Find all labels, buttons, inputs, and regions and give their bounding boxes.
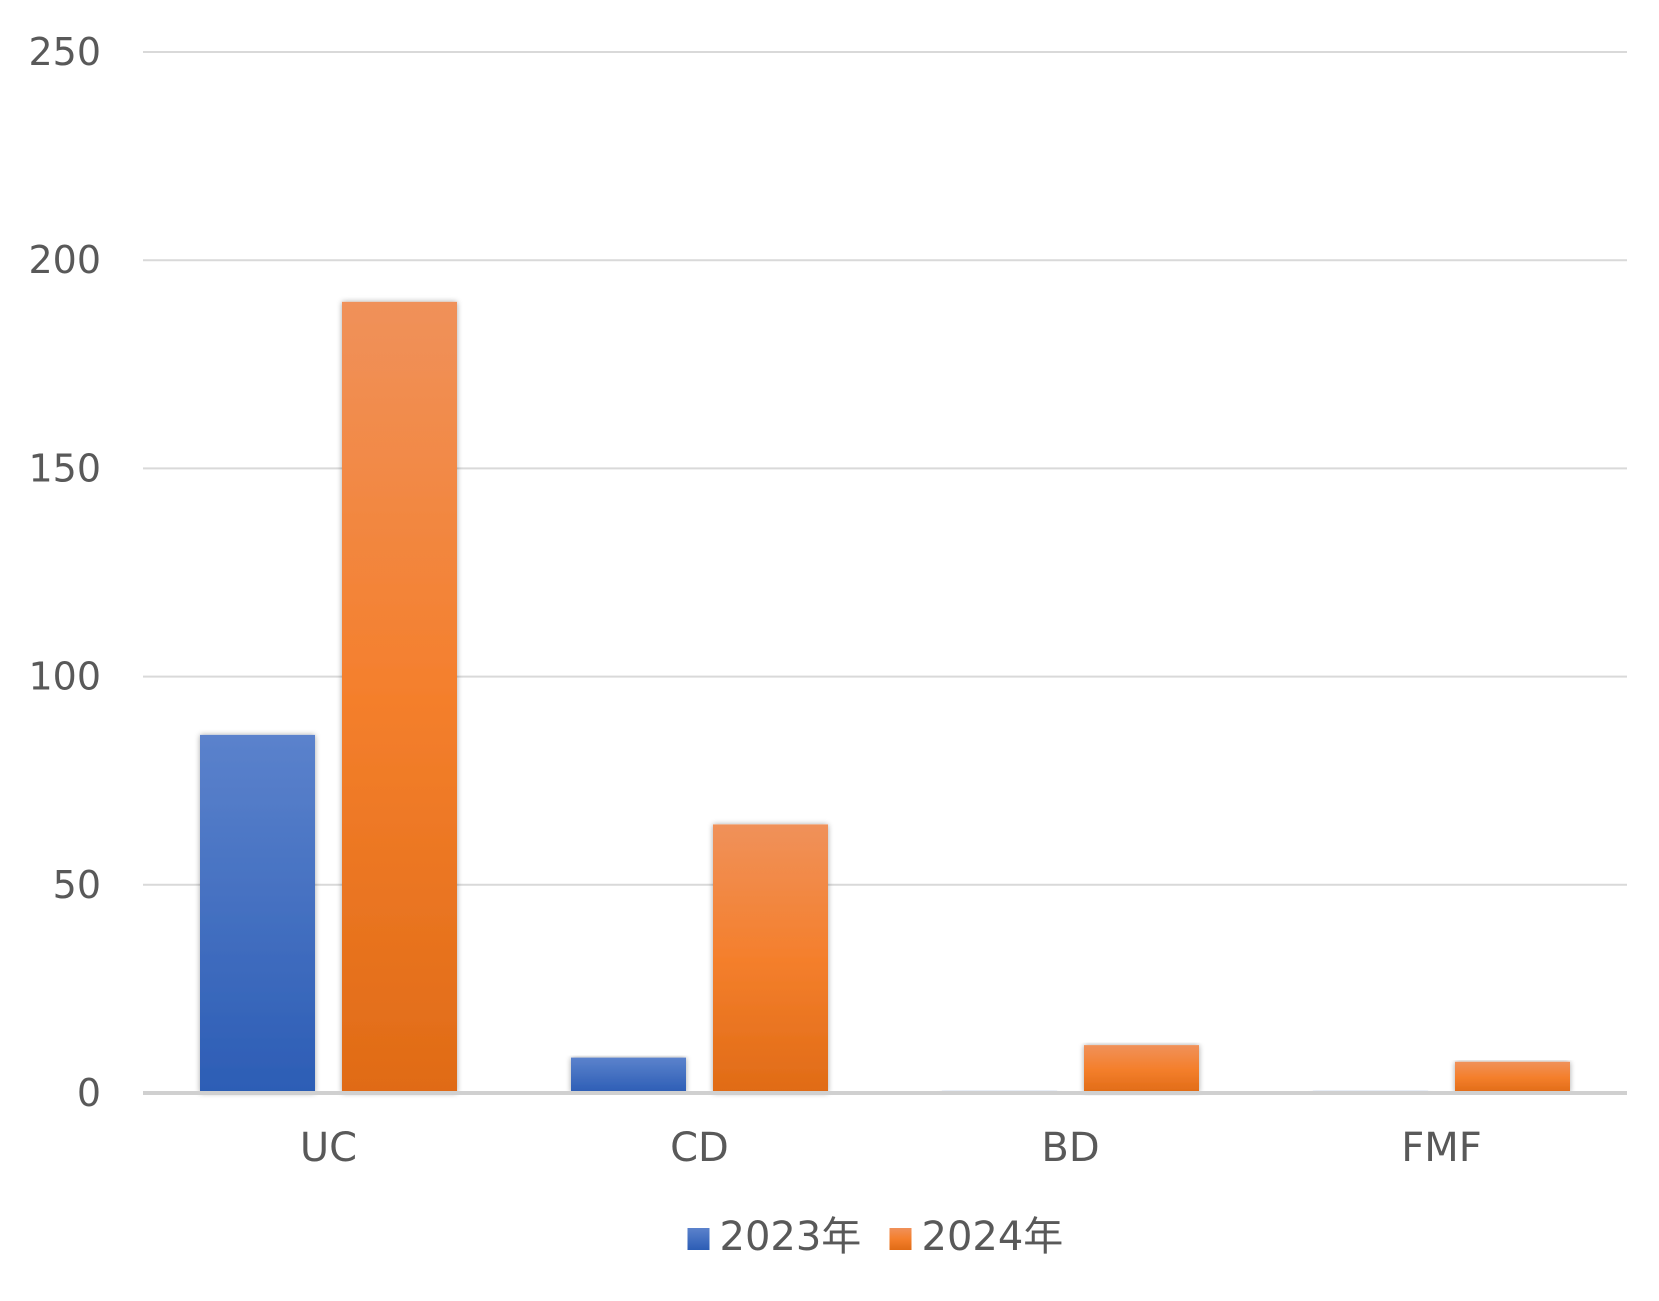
- bar-cd-series-1: [713, 824, 828, 1093]
- y-tick-label-100: 100: [28, 655, 101, 699]
- bar-uc-series-0: [200, 734, 315, 1093]
- legend-swatch-1: [889, 1228, 912, 1250]
- bar-bd-series-1: [1084, 1045, 1199, 1093]
- x-axis-ticks: UC CD BD FMF: [300, 1125, 1482, 1171]
- x-tick-label-fmf: FMF: [1401, 1125, 1482, 1171]
- bars: [200, 301, 1570, 1094]
- y-tick-label-0: 0: [77, 1071, 101, 1115]
- legend-item-0: 2023年: [687, 1214, 862, 1260]
- legend-item-1: 2024年: [889, 1214, 1064, 1260]
- x-tick-label-cd: CD: [670, 1125, 729, 1171]
- y-axis-ticks: 0 50 100 150 200 250: [28, 30, 101, 1115]
- bar-cd-series-0: [571, 1057, 686, 1093]
- legend-label-0: 2023年: [720, 1214, 862, 1260]
- x-tick-label-uc: UC: [300, 1125, 357, 1171]
- legend-swatch-0: [687, 1228, 710, 1250]
- y-tick-label-50: 50: [53, 863, 101, 907]
- y-tick-label-250: 250: [28, 30, 101, 74]
- legend: 2023年 2024年: [687, 1214, 1064, 1260]
- bar-uc-series-1: [342, 301, 457, 1094]
- legend-label-1: 2024年: [922, 1214, 1064, 1260]
- bar-fmf-series-1: [1455, 1061, 1570, 1093]
- y-tick-label-200: 200: [28, 238, 101, 282]
- x-tick-label-bd: BD: [1041, 1125, 1099, 1171]
- y-tick-label-150: 150: [28, 446, 101, 490]
